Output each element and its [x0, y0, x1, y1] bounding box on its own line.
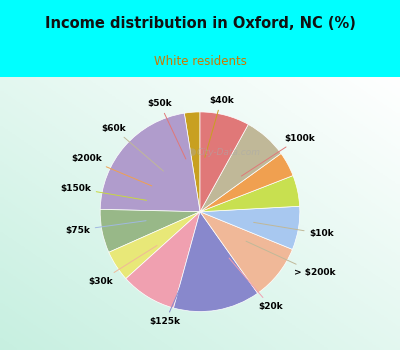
Text: ●: ●: [187, 147, 196, 158]
Wedge shape: [100, 113, 200, 212]
Text: $20k: $20k: [229, 258, 283, 312]
Wedge shape: [184, 112, 200, 212]
Text: City-Data.com: City-Data.com: [197, 148, 261, 157]
Text: $150k: $150k: [60, 184, 146, 200]
Text: Income distribution in Oxford, NC (%): Income distribution in Oxford, NC (%): [44, 16, 356, 30]
Wedge shape: [126, 212, 200, 308]
Text: $75k: $75k: [65, 221, 146, 235]
Wedge shape: [200, 124, 281, 212]
Text: White residents: White residents: [154, 55, 246, 68]
Wedge shape: [200, 112, 248, 212]
Text: $10k: $10k: [254, 222, 334, 238]
Text: $125k: $125k: [150, 265, 190, 326]
Text: $60k: $60k: [101, 124, 164, 171]
Text: $100k: $100k: [242, 134, 315, 176]
Text: $40k: $40k: [205, 96, 234, 158]
Text: $200k: $200k: [71, 154, 152, 186]
Wedge shape: [200, 212, 292, 293]
Text: > $200k: > $200k: [246, 241, 335, 277]
Wedge shape: [174, 212, 258, 312]
Wedge shape: [200, 153, 293, 212]
Wedge shape: [200, 176, 300, 212]
Wedge shape: [109, 212, 200, 279]
Wedge shape: [200, 206, 300, 250]
Wedge shape: [100, 209, 200, 252]
Text: $30k: $30k: [88, 245, 157, 286]
Text: $50k: $50k: [148, 99, 186, 159]
